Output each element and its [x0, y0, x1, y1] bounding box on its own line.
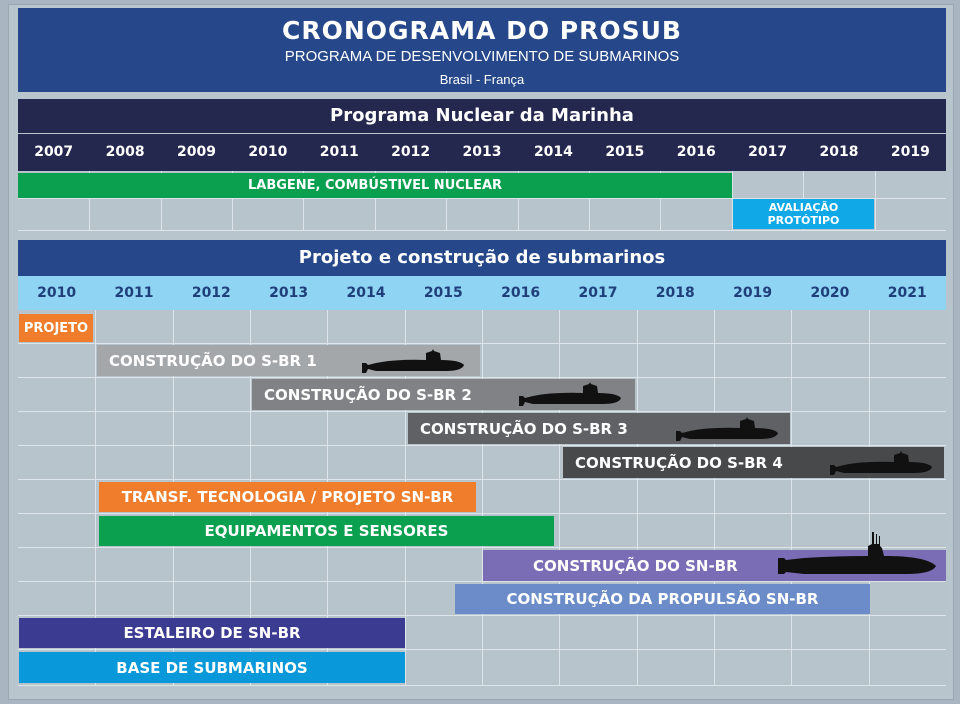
section-submarine-grid: PROJETO CONSTRUÇÃO DO S-BR 1 CONSTRUÇÃO … — [18, 310, 946, 686]
year-label: 2007 — [34, 144, 74, 160]
bar-label-line2: PROTÓTIPO — [767, 214, 840, 227]
bar-equipamentos-sensores[interactable]: EQUIPAMENTOS E SENSORES — [99, 516, 554, 546]
bar-construcao-propulsao[interactable]: CONSTRUÇÃO DA PROPULSÃO SN-BR — [455, 584, 870, 614]
bar-label: CONSTRUÇÃO DO S-BR 3 — [420, 419, 628, 438]
year-label: 2015 — [605, 144, 645, 160]
header-banner: CRONOGRAMA DO PROSUB PROGRAMA DE DESENVO… — [18, 8, 946, 92]
year-label: 2018 — [819, 144, 859, 160]
submarine-icon — [519, 382, 621, 406]
year-label: 2013 — [462, 144, 502, 160]
year-label: 2010 — [248, 144, 288, 160]
bar-construcao-snbr[interactable]: CONSTRUÇÃO DO SN-BR — [483, 532, 946, 581]
year-label: 2021 — [887, 285, 927, 301]
bar-sbr2[interactable]: CONSTRUÇÃO DO S-BR 2 — [252, 379, 635, 410]
bar-label: CONSTRUÇÃO DO S-BR 4 — [575, 453, 783, 472]
section-nuclear-years: 2007 2008 2009 2010 2011 2012 2013 2014 … — [18, 134, 946, 171]
section-submarine-years: 2010 2011 2012 2013 2014 2015 2016 2017 … — [18, 276, 946, 310]
bar-transf-tecnologia[interactable]: TRANSF. TECNOLOGIA / PROJETO SN-BR — [99, 482, 476, 512]
year-label: 2019 — [890, 144, 930, 160]
year-label: 2018 — [655, 285, 695, 301]
year-label: 2011 — [319, 144, 359, 160]
year-label: 2012 — [391, 144, 431, 160]
year-label: 2014 — [346, 285, 386, 301]
bar-label: CONSTRUÇÃO DO S-BR 1 — [109, 351, 317, 370]
year-label: 2020 — [810, 285, 850, 301]
countries-label: Brasil - França — [439, 72, 525, 87]
year-label: 2015 — [423, 285, 463, 301]
bar-projeto[interactable]: PROJETO — [19, 314, 93, 342]
year-label: 2009 — [176, 144, 216, 160]
year-label: 2008 — [105, 144, 145, 160]
year-label: 2012 — [191, 285, 231, 301]
year-label: 2013 — [269, 285, 309, 301]
submarine-icon — [830, 451, 932, 475]
submarine-icon — [676, 417, 778, 441]
year-label: 2011 — [114, 285, 154, 301]
bar-sbr3[interactable]: CONSTRUÇÃO DO S-BR 3 — [408, 413, 790, 444]
nuclear-submarine-icon — [778, 532, 936, 574]
bar-sbr4[interactable]: CONSTRUÇÃO DO S-BR 4 — [563, 447, 944, 478]
page-title: CRONOGRAMA DO PROSUB — [282, 16, 682, 45]
bar-label: CONSTRUÇÃO DO SN-BR — [533, 556, 738, 575]
submarine-icon — [362, 349, 464, 373]
year-label: 2010 — [37, 285, 77, 301]
bar-sbr1[interactable]: CONSTRUÇÃO DO S-BR 1 — [97, 345, 480, 376]
year-label: 2017 — [748, 144, 788, 160]
page-subtitle: PROGRAMA DE DESENVOLVIMENTO DE SUBMARINO… — [284, 48, 680, 65]
section-nuclear-grid: LABGENE, COMBÚSTIVEL NUCLEAR AVALIAÇÃO P… — [18, 171, 946, 231]
year-label: 2016 — [676, 144, 716, 160]
bar-avaliacao-prototipo[interactable]: AVALIAÇÃO PROTÓTIPO — [733, 199, 874, 229]
year-label: 2017 — [578, 285, 618, 301]
bar-label-line1: AVALIAÇÃO — [768, 201, 839, 214]
section-nuclear-title: Programa Nuclear da Marinha — [18, 99, 946, 133]
year-label: 2016 — [501, 285, 541, 301]
bar-base-submarinos[interactable]: BASE DE SUBMARINOS — [19, 652, 405, 683]
bar-estaleiro[interactable]: ESTALEIRO DE SN-BR — [19, 618, 405, 648]
year-label: 2019 — [733, 285, 773, 301]
year-label: 2014 — [533, 144, 573, 160]
bar-labgene[interactable]: LABGENE, COMBÚSTIVEL NUCLEAR — [18, 173, 732, 198]
bar-label: CONSTRUÇÃO DO S-BR 2 — [264, 385, 472, 404]
section-submarine-title: Projeto e construção de submarinos — [18, 240, 946, 276]
